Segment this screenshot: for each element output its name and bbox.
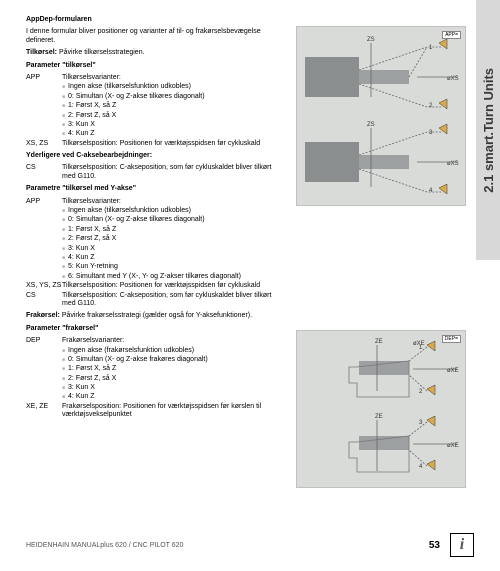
- xe-ze-val: Frakørselsposition: Positionen for værkt…: [62, 403, 286, 420]
- tilkorsel-label: Tilkørsel:: [26, 49, 57, 56]
- list-item: 2: Først Z, så X: [26, 375, 286, 383]
- svg-text:ZE: ZE: [375, 339, 383, 345]
- list-item: 0: Simultan (X- og Z-akse tilkøres diago…: [26, 93, 286, 101]
- list-item: Ingen akse (frakørselsfunktion udkobles): [26, 347, 286, 355]
- svg-text:ZS: ZS: [367, 122, 375, 128]
- list-item: 3: Kun X: [26, 384, 286, 392]
- svg-text:4: 4: [419, 464, 423, 470]
- svg-text:øXE: øXE: [447, 368, 459, 374]
- list-item: 4: Kun Z: [26, 254, 286, 262]
- svg-text:ZS: ZS: [367, 37, 375, 43]
- cs-y-row: CS Tilkørselsposition: C-akseposition, s…: [26, 292, 286, 309]
- approach-svg: ZS øXS 1 2 ZS øXS 3 4: [297, 27, 467, 207]
- list-item: 4: Kun Z: [26, 130, 286, 138]
- list-item: 1: Først X, så Z: [26, 226, 286, 234]
- list-item: 4: Kun Z: [26, 393, 286, 401]
- app-y-row: APP Tilkørselsvarianter:: [26, 198, 286, 206]
- list-item: 1: Først X, så Z: [26, 365, 286, 373]
- list-item: 2: Først Z, så X: [26, 112, 286, 120]
- xe-ze-row: XE, ZE Frakørselsposition: Positionen fo…: [26, 403, 286, 420]
- approach-tag: APP=: [442, 31, 461, 39]
- section-tab-label: 2.1 smart.Turn Units: [481, 68, 496, 193]
- svg-text:3: 3: [429, 130, 433, 136]
- footer-left: HEIDENHAIN MANUALplus 620 / CNC PILOT 62…: [26, 542, 183, 549]
- section-tab: 2.1 smart.Turn Units: [476, 0, 500, 260]
- list-item: Ingen akse (tilkørselsfunktion udkobles): [26, 207, 286, 215]
- frakorsel-text: Påvirke frakørselsstrategi (gælder også …: [62, 312, 252, 319]
- svg-text:1: 1: [429, 45, 433, 51]
- info-icon: i: [450, 533, 474, 557]
- depart-svg: øXE øXE ZE 1 2 ZE øXE 3 4: [297, 331, 467, 489]
- form-title: AppDep-formularen: [26, 16, 286, 24]
- list-item: 1: Først X, så Z: [26, 102, 286, 110]
- list-item: Ingen akse (tilkørselsfunktion udkobles): [26, 83, 286, 91]
- svg-text:ZE: ZE: [375, 414, 383, 420]
- xs-zs-val: Tilkørselsposition: Positionen for værkt…: [62, 140, 286, 148]
- svg-text:2: 2: [429, 103, 433, 109]
- list-item: 5: Kun Y-retning: [26, 263, 286, 271]
- list-item: 0: Simultan (X- og Z-akse frakøres diago…: [26, 356, 286, 364]
- svg-text:4: 4: [429, 188, 433, 194]
- list-item: 0: Simultan (X- og Z-akse tilkøres diago…: [26, 216, 286, 224]
- dep-val: Frakørselsvarianter:: [62, 337, 286, 345]
- param-tilkorsel-y-head: Parametre "tilkørsel med Y-akse": [26, 185, 286, 193]
- cs-y-key: CS: [26, 292, 62, 309]
- yderligere-head: Yderligere ved C-aksebearbejdninger:: [26, 152, 286, 160]
- svg-text:3: 3: [419, 420, 423, 426]
- xe-ze-key: XE, ZE: [26, 403, 62, 420]
- app-y-val: Tilkørselsvarianter:: [62, 198, 286, 206]
- dep-key: DEP: [26, 337, 62, 345]
- xs-ys-zs-key: XS, YS, ZS: [26, 282, 62, 290]
- page-footer: HEIDENHAIN MANUALplus 620 / CNC PILOT 62…: [26, 533, 474, 557]
- depart-diagram: DEP= øXE øXE ZE 1 2 ZE øXE 3 4: [296, 330, 466, 488]
- param-tilkorsel-head: Parameter "tilkørsel": [26, 62, 286, 70]
- list-item: 3: Kun X: [26, 245, 286, 253]
- xs-ys-zs-row: XS, YS, ZS Tilkørselsposition: Positione…: [26, 282, 286, 290]
- cs-row: CS Tilkørselsposition: C-akseposition, s…: [26, 164, 286, 181]
- app-y-key: APP: [26, 198, 62, 206]
- cs-key: CS: [26, 164, 62, 181]
- cs-y-val: Tilkørselsposition: C-akseposition, som …: [62, 292, 286, 309]
- list-item: 2: Først Z, så X: [26, 235, 286, 243]
- xs-ys-zs-val: Tilkørselsposition: Positionen for værkt…: [62, 282, 286, 290]
- app-key: APP: [26, 74, 62, 82]
- app-val: Tilkørselsvarianter:: [62, 74, 286, 82]
- form-desc: I denne formular bliver positioner og va…: [26, 28, 286, 45]
- page-number: 53: [429, 540, 440, 551]
- main-content: AppDep-formularen I denne formular blive…: [26, 16, 286, 421]
- app-row: APP Tilkørselsvarianter:: [26, 74, 286, 82]
- xs-zs-key: XS, ZS: [26, 140, 62, 148]
- param-frakorsel-head: Parameter "frakørsel": [26, 325, 286, 333]
- xs-zs-row: XS, ZS Tilkørselsposition: Positionen fo…: [26, 140, 286, 148]
- approach-diagram: APP= ZS øXS 1 2 ZS øXS 3 4: [296, 26, 466, 206]
- svg-text:2: 2: [419, 389, 423, 395]
- depart-tag: DEP=: [442, 335, 461, 343]
- dep-row: DEP Frakørselsvarianter:: [26, 337, 286, 345]
- list-item: 6: Simultant med Y (X-, Y- og Z-akser ti…: [26, 273, 286, 281]
- frakorsel-label: Frakørsel:: [26, 312, 60, 319]
- list-item: 3: Kun X: [26, 121, 286, 129]
- tilkorsel-text: Påvirke tilkørselsstrategien.: [59, 49, 145, 56]
- cs-val: Tilkørselsposition: C-akseposition, som …: [62, 164, 286, 181]
